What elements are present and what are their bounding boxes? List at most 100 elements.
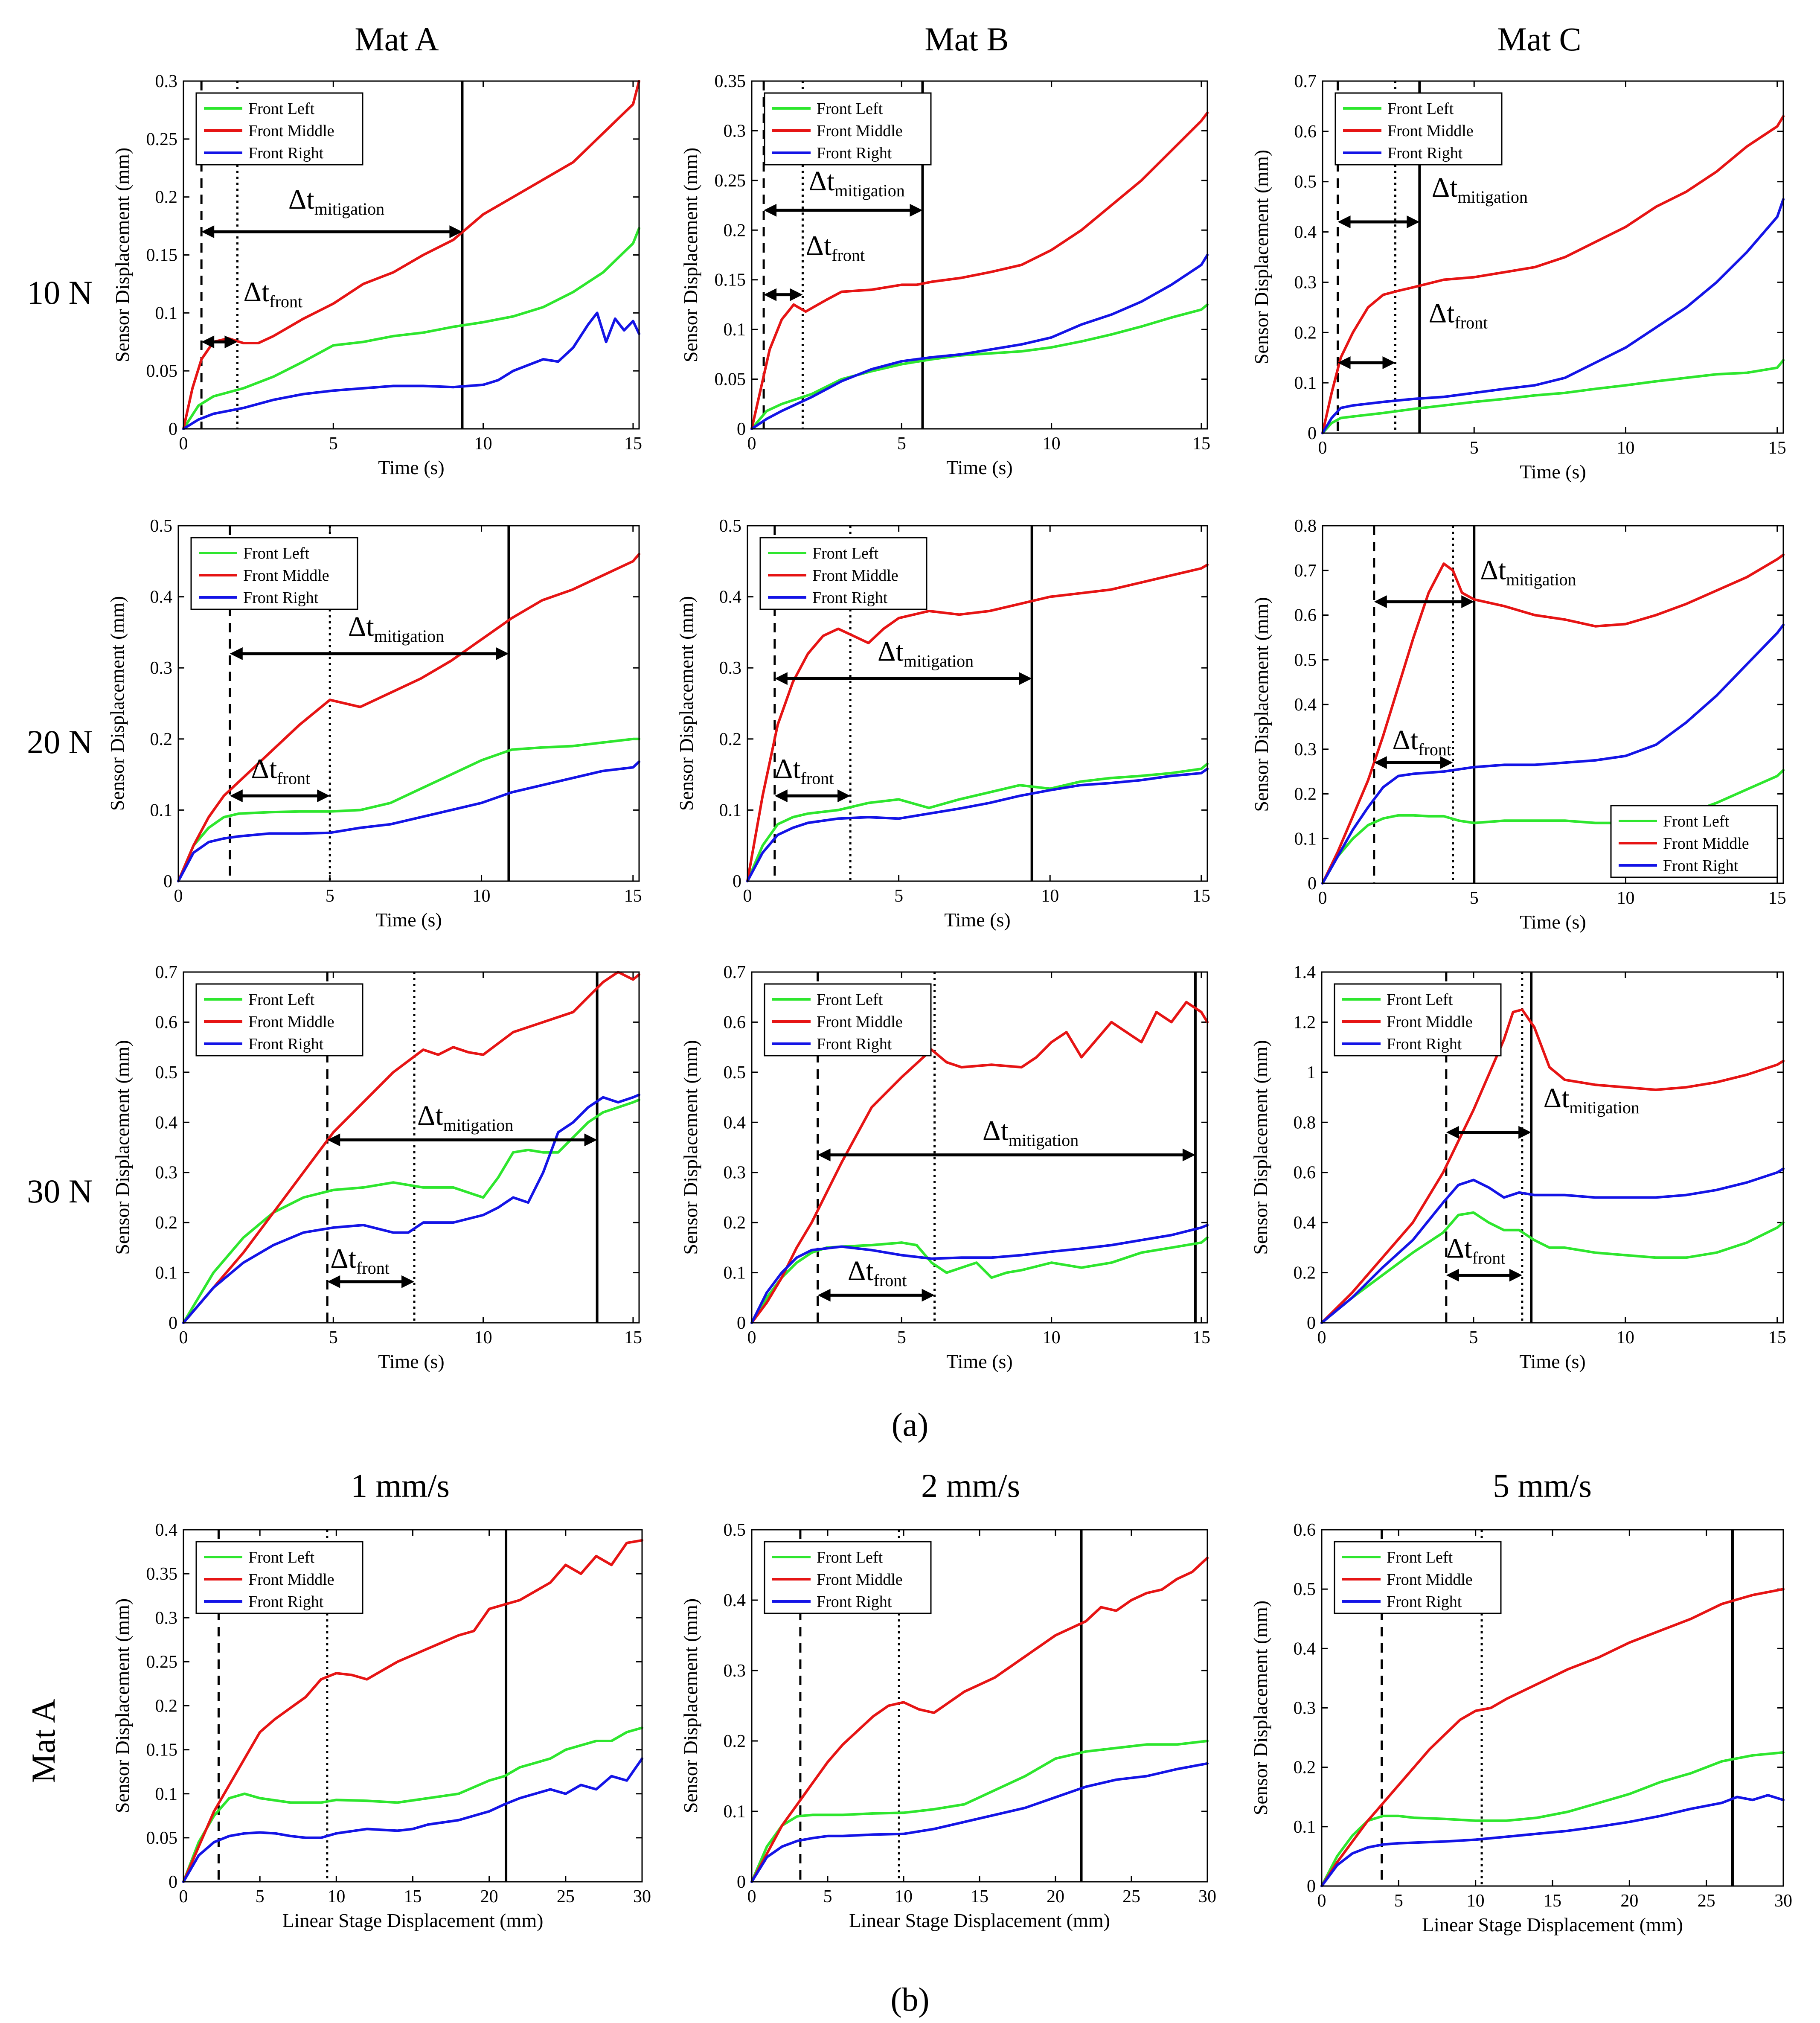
chart-a13: 0 5 10 15 0 0.1 0.2 0.3 0.4 0.5 0.6 0.7 Time (s) Sens…: [1250, 72, 1786, 483]
y-tick-label: 0.6: [1294, 1520, 1316, 1540]
legend-label: Front Left: [1387, 1549, 1453, 1566]
x-tick-label: 15: [971, 1887, 988, 1907]
annotation-subscript: front: [356, 1258, 390, 1278]
y-tick-label: 0.5: [719, 516, 742, 536]
y-tick-label: 0.3: [155, 1608, 178, 1628]
legend-label: Front Left: [817, 1549, 883, 1566]
x-tick-label: 15: [1192, 434, 1210, 454]
series-front-left: [750, 1236, 1209, 1324]
plot-frame: [1322, 80, 1784, 434]
arrow-mitigation-head-left: [774, 672, 788, 685]
y-axis-label: Sensor Displacement (mm): [111, 148, 133, 362]
arrow-mitigation-head-right: [496, 647, 509, 660]
legend-label: Front Middle: [1387, 1013, 1473, 1031]
annotation-subscript: front: [1472, 1248, 1506, 1267]
y-tick-label: 0.4: [155, 1520, 178, 1540]
arrow-mitigation-head-right: [1182, 1148, 1195, 1161]
annotation-delta-t-mitigation: Δtmitigation: [417, 1100, 513, 1135]
series-front-left: [177, 737, 640, 882]
series-front-left: [1320, 1751, 1785, 1887]
x-tick-label: 0: [747, 1887, 756, 1907]
x-tick-label: 10: [474, 434, 492, 454]
annotation-subscript: mitigation: [374, 626, 444, 646]
x-axis-label: Time (s): [944, 909, 1011, 931]
x-tick-label: 0: [179, 434, 188, 454]
y-tick-label: 0.3: [724, 1163, 746, 1183]
x-tick-label: 0: [1318, 438, 1327, 458]
arrow-front-head-left: [201, 335, 215, 349]
legend-label: Front Middle: [817, 1571, 903, 1589]
legend-label: Front Right: [812, 589, 888, 607]
x-tick-label: 10: [1617, 888, 1635, 908]
y-tick-label: 0: [1307, 1877, 1316, 1896]
y-tick-label: 0.4: [1294, 1639, 1316, 1659]
x-tick-label: 5: [1470, 888, 1479, 908]
x-tick-label: 15: [1768, 438, 1786, 458]
legend-label: Front Right: [817, 1035, 892, 1053]
series-front-middle: [182, 1539, 643, 1883]
arrow-mitigation-head-right: [1019, 672, 1032, 685]
series-front-middle: [750, 1001, 1209, 1324]
chart-a22: 0 5 10 15 0 0.1 0.2 0.3 0.4 0.5 Time (s) Sensor Dis…: [675, 516, 1210, 931]
y-tick-label: 0: [1307, 1313, 1316, 1333]
arrow-mitigation-head-left: [1337, 215, 1351, 228]
y-tick-label: 0.5: [724, 1063, 746, 1083]
arrow-front-head-left: [1374, 756, 1387, 769]
y-tick-label: 0.3: [724, 121, 746, 141]
y-tick-label: 0.1: [155, 303, 178, 323]
y-tick-label: 0.3: [155, 72, 178, 91]
y-tick-label: 0.2: [1294, 785, 1317, 804]
annotation-delta-t-mitigation: Δtmitigation: [1432, 172, 1528, 207]
y-tick-label: 0.8: [1294, 516, 1317, 536]
x-tick-label: 20: [480, 1887, 498, 1907]
y-tick-label: 0.1: [724, 1263, 746, 1283]
y-tick-label: 0.6: [1294, 606, 1317, 626]
legend-label: Front Middle: [248, 1571, 334, 1589]
annotation-subscript: mitigation: [314, 199, 384, 218]
y-tick-label: 0.5: [1294, 172, 1317, 192]
series-front-middle: [1321, 553, 1785, 885]
x-tick-label: 5: [1394, 1891, 1403, 1911]
arrow-front-head-right: [790, 288, 803, 301]
y-tick-label: 0: [737, 419, 746, 439]
col-title-1mms: 1 mm/s: [351, 1467, 450, 1504]
chart-b1: 0 5 10 15 20 25 30 0 0.05 0.1 0.15 0.2 0.25 0.3 0.35 0.…: [111, 1520, 651, 1931]
arrow-front-head-left: [1446, 1269, 1459, 1282]
x-tick-label: 10: [474, 1328, 492, 1348]
chart-a31: 0 5 10 15 0 0.1 0.2 0.3 0.4 0.5 0.6 0.7 Time (s) Sens…: [111, 963, 642, 1372]
legend-label: Front Middle: [243, 567, 329, 585]
legend-label: Front Right: [1387, 1035, 1462, 1053]
plot-frame: [183, 1529, 643, 1883]
series-front-left: [750, 1740, 1209, 1883]
legend-label: Front Left: [248, 100, 315, 118]
y-tick-label: 0.2: [150, 730, 173, 749]
y-tick-label: 0.5: [155, 1063, 178, 1083]
x-tick-label: 0: [1317, 1328, 1326, 1348]
legend-label: Front Left: [812, 544, 879, 562]
annotation-delta-t-front: Δtfront: [330, 1243, 390, 1278]
x-tick-label: 0: [747, 434, 756, 454]
series-front-left: [182, 1098, 640, 1324]
annotation-delta-t-mitigation: Δtmitigation: [1480, 555, 1576, 589]
legend-label: Front Right: [1387, 1593, 1462, 1611]
plot-frame: [1321, 971, 1784, 1324]
legend-label: Front Right: [1387, 144, 1463, 162]
x-tick-label: 0: [747, 1328, 756, 1348]
chart-a12: 0 5 10 15 0 0.05 0.1 0.15 0.2 0.25 0.3 0.35 Time (s)…: [680, 72, 1210, 478]
annotation-delta-t-mitigation: Δtmitigation: [348, 611, 444, 646]
y-tick-label: 0.2: [719, 730, 742, 749]
series-front-right: [1321, 198, 1785, 434]
y-tick-label: 0: [169, 1313, 177, 1333]
plot-frame: [747, 525, 1208, 882]
annotation-subscript: mitigation: [1009, 1130, 1079, 1150]
y-tick-label: 0.05: [146, 361, 178, 381]
arrow-front-head-right: [1440, 756, 1453, 769]
y-tick-label: 0.15: [715, 271, 746, 290]
y-tick-label: 0.1: [1294, 1817, 1316, 1837]
x-tick-label: 0: [743, 886, 752, 906]
x-tick-label: 5: [897, 1328, 906, 1348]
annotation-subscript: front: [874, 1271, 907, 1290]
legend-label: Front Left: [1387, 100, 1454, 118]
